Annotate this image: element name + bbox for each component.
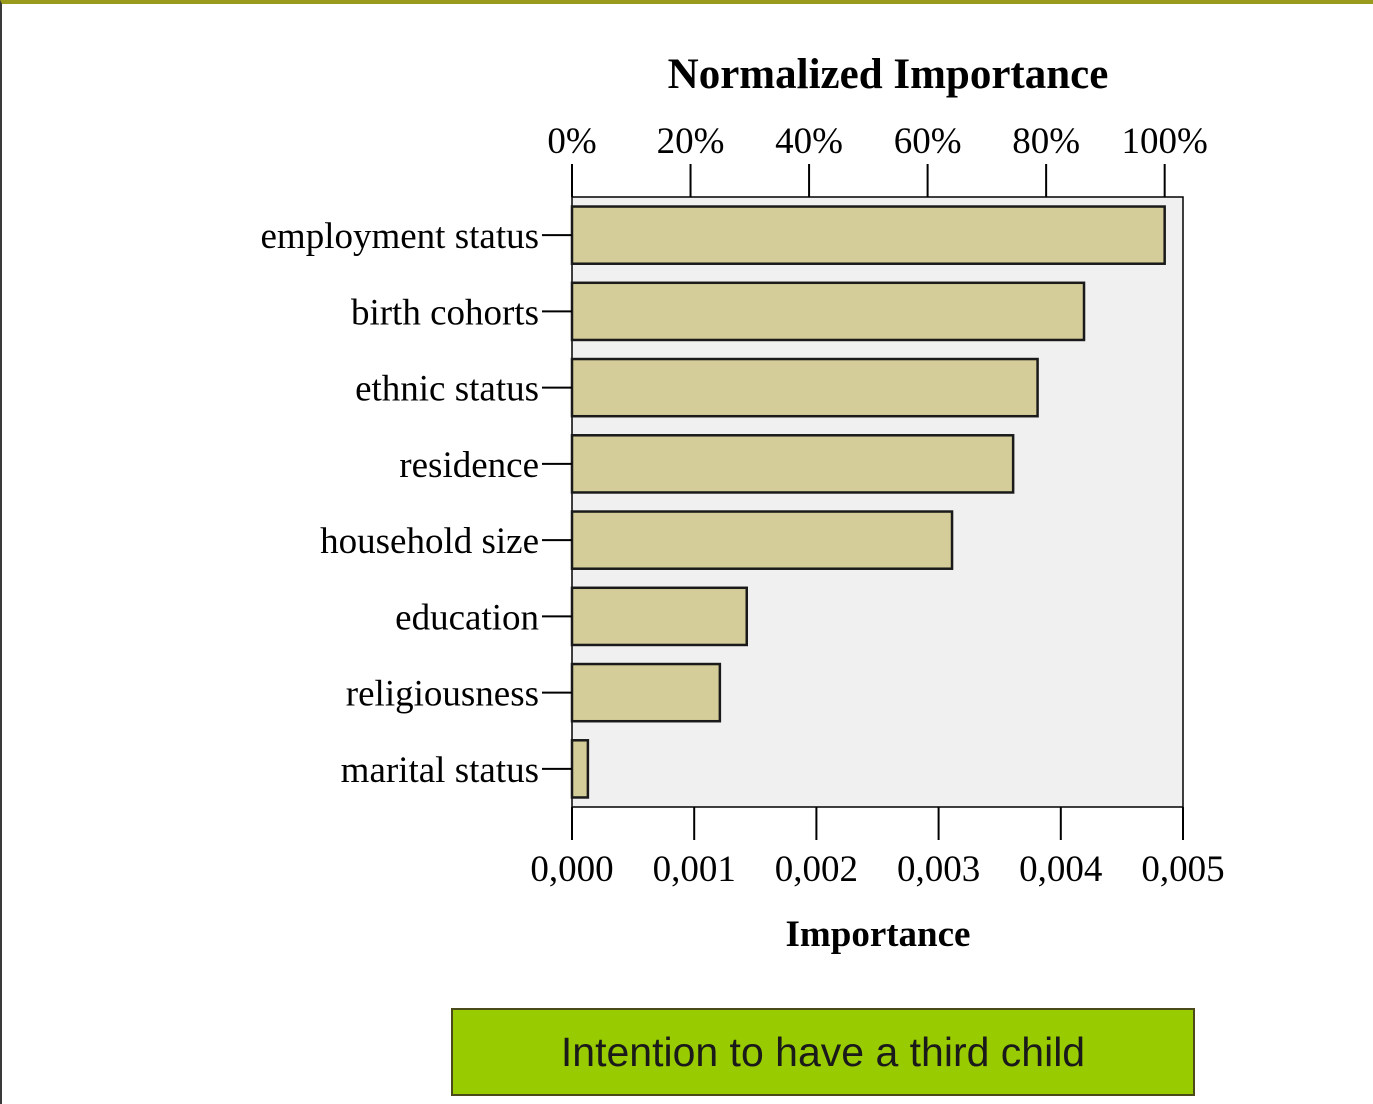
caption-box: Intention to have a third child [451, 1008, 1195, 1096]
top-tick-label: 80% [1012, 121, 1080, 162]
bar [570, 281, 1086, 342]
bar [570, 205, 1166, 265]
bar [570, 739, 590, 799]
top-axis: 0% 20% 40% 60% 80% 100% [547, 121, 1208, 197]
bottom-axis: 0,000 0,001 0,002 0,003 0,004 0,005 [530, 807, 1225, 890]
category-label: household size [320, 521, 539, 562]
x-tick-label: 0,004 [1019, 849, 1102, 890]
x-tick-label: 0,000 [530, 849, 613, 890]
bar [570, 434, 1015, 494]
top-tick-label: 40% [775, 121, 843, 162]
category-label: birth cohorts [351, 292, 539, 333]
bar [570, 510, 954, 570]
top-tick-label: 0% [547, 121, 596, 162]
x-tick-label: 0,001 [653, 849, 736, 890]
bars-group [570, 205, 1166, 799]
category-label: ethnic status [355, 369, 539, 410]
category-axis: employment status birth cohorts ethnic sta… [261, 216, 572, 791]
importance-bar-chart: Normalized Importance 0% 20% 40% 60% 80% 100%… [261, 51, 1225, 955]
category-label: marital status [341, 750, 539, 791]
category-label: employment status [261, 216, 540, 257]
top-tick-label: 100% [1122, 121, 1208, 162]
top-tick-label: 60% [894, 121, 962, 162]
x-tick-label: 0,005 [1141, 849, 1224, 890]
x-axis-title: Importance [786, 914, 971, 955]
bar [570, 357, 1039, 418]
x-tick-label: 0,002 [775, 849, 858, 890]
caption-text: Intention to have a third child [560, 1028, 1086, 1075]
category-label: religiousness [346, 674, 539, 715]
top-tick-label: 20% [657, 121, 725, 162]
bar [570, 586, 748, 647]
category-label: residence [399, 445, 539, 486]
top-axis-title: Normalized Importance [668, 51, 1109, 98]
bar [570, 662, 722, 723]
x-tick-label: 0,003 [897, 849, 980, 890]
category-label: education [395, 597, 539, 638]
